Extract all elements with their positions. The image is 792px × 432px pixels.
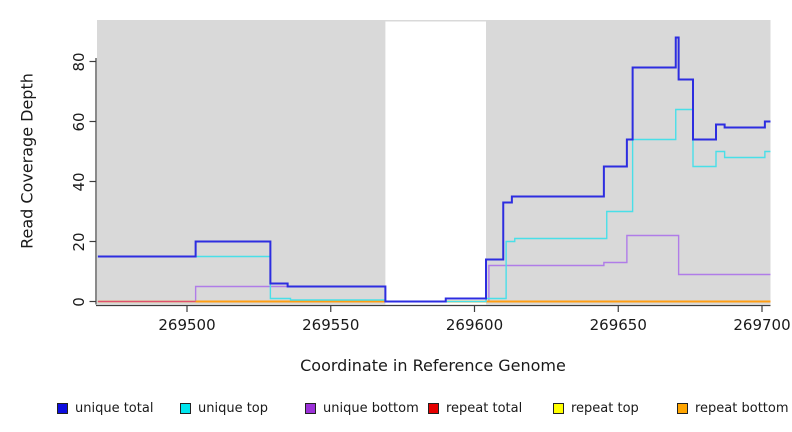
legend-swatch-icon (57, 402, 68, 414)
x-axis-title: Coordinate in Reference Genome (300, 356, 566, 375)
legend-label: unique total (75, 400, 154, 416)
y-axis-title: Read Coverage Depth (17, 73, 37, 249)
legend-label: repeat bottom (695, 400, 789, 416)
coverage-gap-white-band (385, 21, 486, 305)
x-tick-label: 269500 (158, 316, 216, 334)
legend-label: repeat total (446, 400, 523, 416)
x-tick-label: 269700 (733, 316, 791, 334)
legend-label: unique top (198, 400, 269, 416)
legend-item-unique-bottom: unique bottom (305, 400, 419, 416)
legend-swatch-icon (553, 402, 564, 414)
legend-swatch-icon (305, 402, 316, 414)
y-tick-label: 40 (70, 171, 88, 192)
legend-swatch-icon (677, 402, 688, 414)
x-tick-label: 269550 (302, 316, 360, 334)
legend-label: repeat top (571, 400, 639, 416)
x-tick-label: 269600 (445, 316, 504, 334)
y-tick-label: 20 (70, 231, 88, 252)
plot-background-layer (97, 20, 771, 305)
series-lines-layer (97, 36, 771, 303)
y-tick-label: 80 (70, 51, 88, 72)
y-tick-label: 0 (70, 296, 88, 307)
legend-swatch-icon (180, 402, 191, 414)
legend-item-unique-top: unique top (180, 400, 269, 416)
y-tick-label: 60 (70, 111, 88, 132)
legend-item-repeat-bottom: repeat bottom (677, 400, 789, 416)
axis-layer (89, 58, 771, 312)
series-line-unique-top (97, 108, 771, 303)
legend-swatch-icon (428, 402, 439, 414)
x-tick-label: 269650 (589, 316, 647, 334)
legend-item-repeat-top: repeat top (553, 400, 639, 416)
legend-item-unique-total: unique total (57, 400, 154, 416)
series-line-unique-bottom (97, 234, 771, 303)
legend-label: unique bottom (323, 400, 419, 416)
series-line-unique-total (97, 36, 771, 303)
legend-item-repeat-total: repeat total (428, 400, 523, 416)
